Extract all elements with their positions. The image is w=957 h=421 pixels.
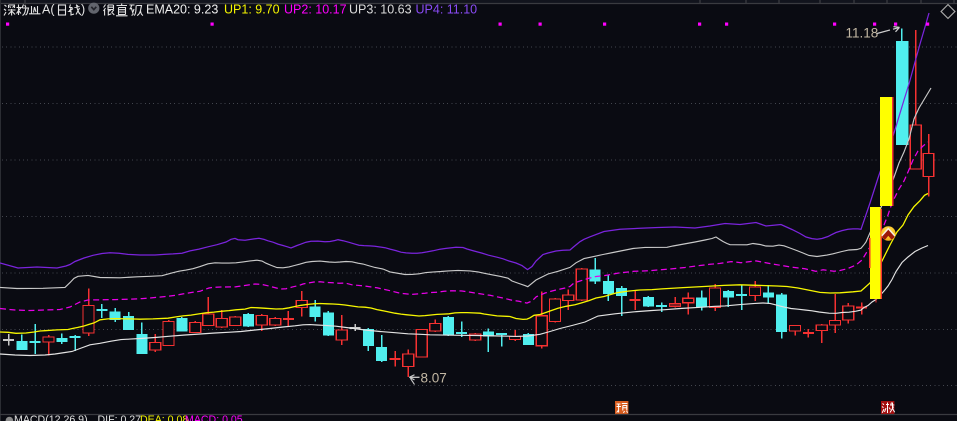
svg-text:UP1: 9.70: UP1: 9.70 <box>224 3 280 17</box>
svg-text:MACD: 0.05: MACD: 0.05 <box>185 414 243 421</box>
svg-text:11.18: 11.18 <box>846 26 879 41</box>
svg-text:8.07: 8.07 <box>421 370 447 385</box>
svg-text:UP4: 11.10: UP4: 11.10 <box>416 3 478 17</box>
svg-text:DIF: 0.27: DIF: 0.27 <box>98 414 142 421</box>
svg-text:): ) <box>81 3 85 17</box>
svg-text:A(: A( <box>42 3 55 17</box>
svg-text:EMA20: 9.23: EMA20: 9.23 <box>146 3 218 17</box>
svg-text:DEA: 0.08: DEA: 0.08 <box>140 414 188 421</box>
svg-text:UP3: 10.63: UP3: 10.63 <box>349 3 412 17</box>
svg-text:UP2: 10.17: UP2: 10.17 <box>284 3 347 17</box>
svg-text:MACD(12,26,9): MACD(12,26,9) <box>14 414 88 421</box>
